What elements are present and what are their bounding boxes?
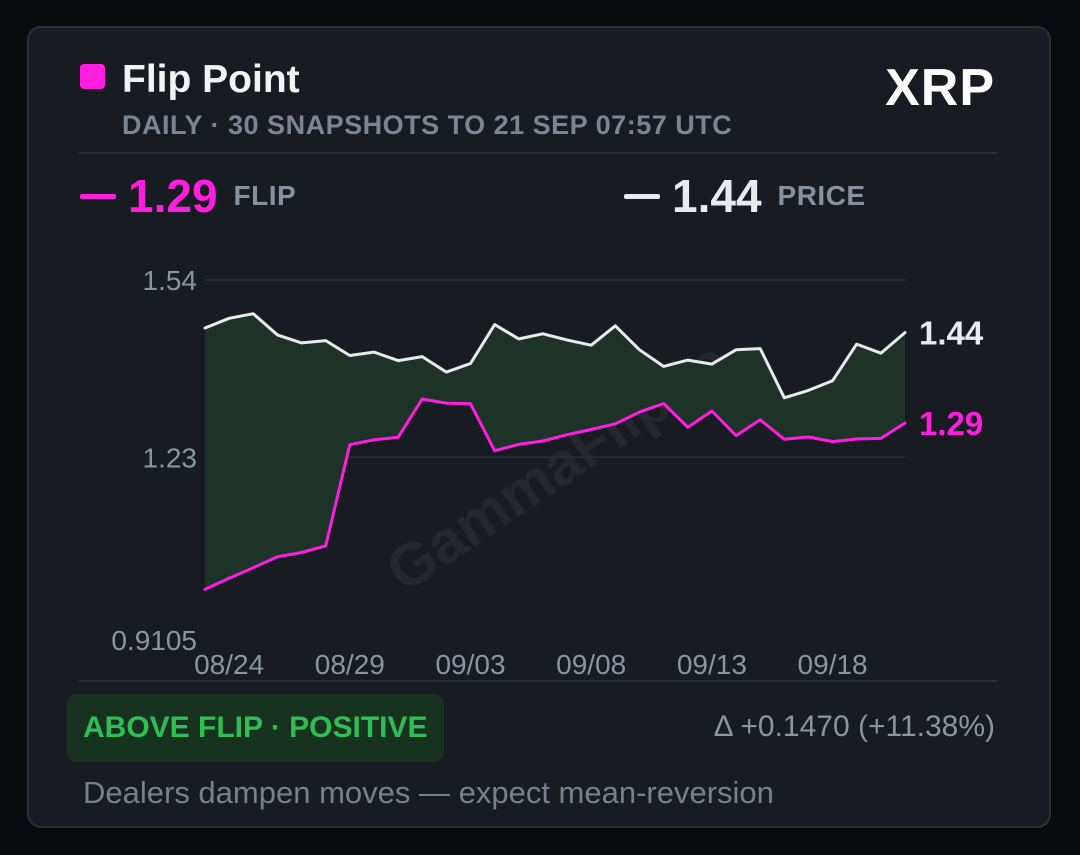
price-label: PRICE: [777, 180, 866, 211]
y-tick-label: 1.54: [143, 265, 198, 296]
status-badge: ABOVE FLIP · POSITIVE: [67, 694, 444, 762]
card-title: Flip Point: [122, 58, 300, 101]
snapshot-subtitle: DAILY · 30 SNAPSHOTS TO 21 SEP 07:57 UTC: [122, 110, 733, 140]
flip-legend-swatch: [80, 64, 105, 89]
delta-readout: Δ +0.1470 (+11.38%): [713, 710, 995, 743]
price-stat: 1.44 PRICE: [624, 166, 866, 226]
x-tick-label: 09/13: [677, 649, 747, 680]
price-value: 1.44: [672, 170, 762, 222]
flip-series-line: [203, 397, 907, 591]
x-tick-label: 08/29: [315, 649, 385, 680]
price-end-label: 1.44: [919, 315, 984, 352]
header-divider: [79, 152, 997, 154]
x-tick-label: 09/03: [435, 649, 505, 680]
regime-note: Dealers dampen moves — expect mean-rever…: [83, 775, 774, 810]
x-tick-label: 09/08: [556, 649, 626, 680]
flip-end-label: 1.29: [919, 405, 983, 442]
x-tick-label: 09/18: [798, 649, 868, 680]
flip-value: 1.29: [128, 170, 218, 222]
y-tick-label: 0.9105: [111, 625, 197, 656]
price-series-line: [203, 312, 907, 400]
x-tick-label: 08/24: [194, 649, 264, 680]
flip-point-card: Flip Point XRP DAILY · 30 SNAPSHOTS TO 2…: [27, 26, 1051, 828]
flip-stat: 1.29 FLIP: [80, 166, 296, 226]
asset-symbol: XRP: [885, 59, 995, 117]
price-dash-icon: [624, 193, 660, 199]
flip-dash-icon: [80, 193, 116, 199]
chart-divider: [79, 680, 997, 682]
flip-label: FLIP: [233, 180, 297, 211]
y-tick-label: 1.23: [143, 442, 198, 473]
area-between-fill: [205, 313, 905, 590]
